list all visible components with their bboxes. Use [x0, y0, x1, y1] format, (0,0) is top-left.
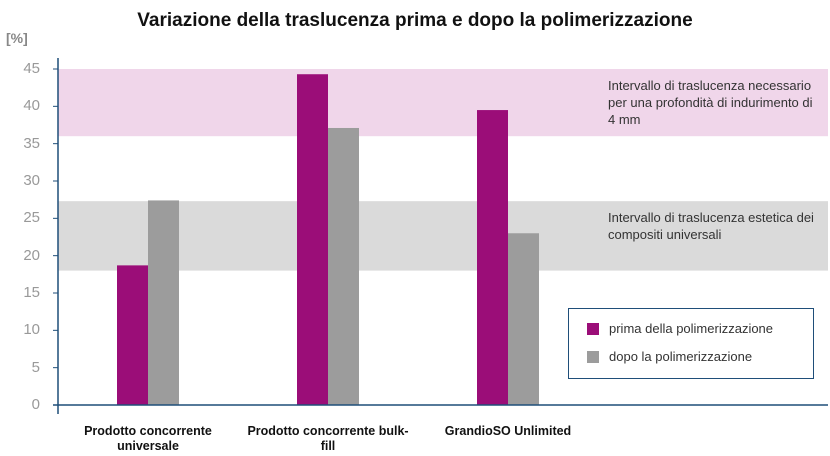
y-tick-label: 5: [31, 358, 40, 376]
legend-item: prima della polimerizzazione: [587, 321, 773, 336]
x-tick-label: Prodotto concorrente bulk-fill: [247, 424, 409, 453]
bar: [148, 200, 179, 405]
y-tick-label: 20: [23, 246, 40, 264]
y-tick-label: 10: [23, 321, 40, 339]
x-tick-label: GrandioSO Unlimited: [444, 424, 572, 438]
y-axis-label: [%]: [6, 30, 28, 46]
bar: [117, 265, 148, 405]
y-tick-label: 0: [31, 396, 40, 413]
bar: [328, 127, 359, 405]
bar: [508, 233, 539, 405]
x-tick-label: Prodotto concorrente universale: [84, 424, 212, 453]
legend: prima della polimerizzazione dopo la poli…: [568, 308, 814, 379]
bar: [477, 110, 508, 406]
legend-swatch: [587, 322, 599, 335]
y-tick-label: 30: [23, 172, 40, 189]
band-label: Intervallo di traslucenza estetica dei c…: [608, 210, 814, 243]
legend-item: dopo la polimerizzazione: [587, 349, 752, 364]
y-tick-label: 45: [23, 60, 40, 77]
range-band: [58, 69, 828, 137]
range-band: [58, 201, 828, 271]
band-label: Intervallo di traslucenza necessario per…: [608, 78, 813, 127]
bar: [297, 74, 328, 405]
chart-title: Variazione della traslucenza prima e dop…: [137, 10, 693, 31]
y-tick-label: 35: [23, 134, 40, 152]
legend-label: prima della polimerizzazione: [609, 321, 774, 336]
legend-label: dopo la polimerizzazione: [609, 349, 753, 364]
y-tick-label: 15: [23, 284, 40, 301]
y-tick-label: 40: [23, 97, 40, 115]
legend-swatch: [587, 350, 599, 363]
y-tick-label: 25: [23, 209, 40, 227]
